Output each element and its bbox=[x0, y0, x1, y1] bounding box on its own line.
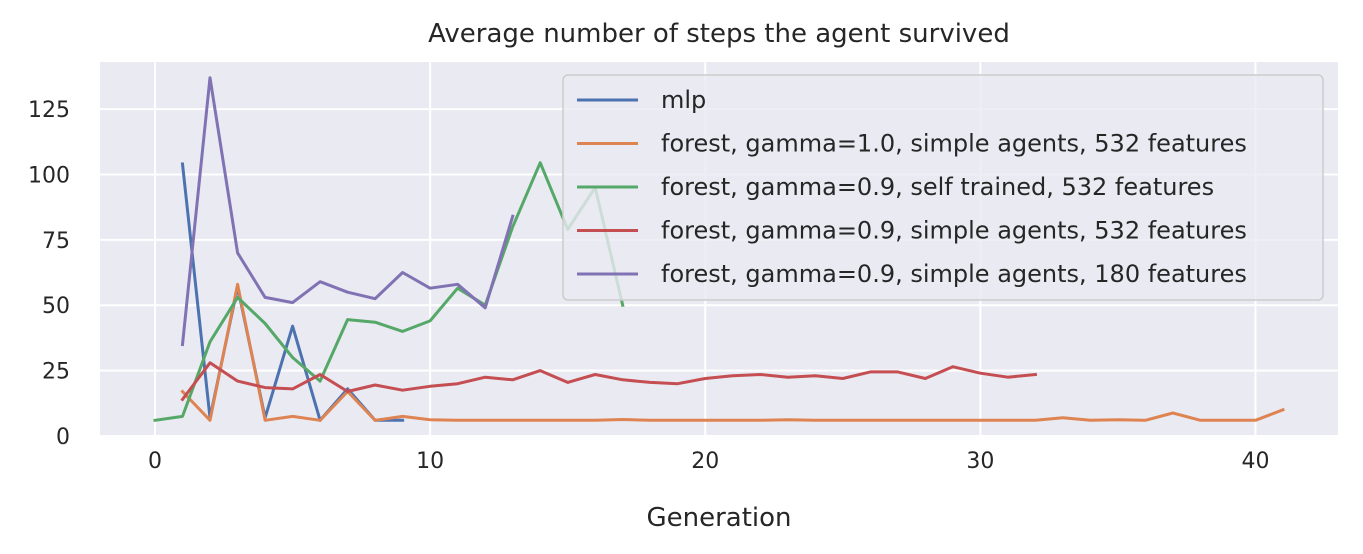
series-line-2 bbox=[180, 282, 1285, 422]
y-tick-labels: 0 25 50 75 100 125 bbox=[28, 98, 70, 450]
legend-label-1: mlp bbox=[661, 86, 706, 114]
legend-label-3: forest, gamma=0.9, self trained, 532 fea… bbox=[661, 173, 1214, 201]
legend: mlp forest, gamma=1.0, simple agents, 532… bbox=[562, 74, 1324, 301]
x-tick-label: 10 bbox=[416, 449, 444, 474]
legend-label-5: forest, gamma=0.9, simple agents, 180 fe… bbox=[661, 260, 1247, 288]
x-axis-label: Generation bbox=[646, 503, 791, 533]
x-tick-labels: 0 10 20 30 40 bbox=[148, 449, 1269, 474]
y-tick-label: 25 bbox=[42, 360, 70, 385]
y-tick-label: 100 bbox=[28, 163, 70, 188]
series-line-4 bbox=[180, 361, 1038, 402]
x-tick-label: 40 bbox=[1241, 449, 1269, 474]
y-tick-label: 125 bbox=[28, 98, 70, 123]
x-tick-label: 30 bbox=[966, 449, 994, 474]
x-tick-label: 0 bbox=[148, 449, 162, 474]
legend-label-4: forest, gamma=0.9, simple agents, 532 fe… bbox=[661, 217, 1247, 245]
y-tick-label: 0 bbox=[56, 425, 70, 450]
y-tick-label: 50 bbox=[42, 294, 70, 319]
series-line-3 bbox=[153, 161, 625, 422]
series-line-5 bbox=[180, 76, 515, 347]
y-tick-label: 75 bbox=[42, 229, 70, 254]
legend-box bbox=[562, 74, 1324, 301]
legend-label-2: forest, gamma=1.0, simple agents, 532 fe… bbox=[661, 130, 1247, 158]
x-tick-label: 20 bbox=[691, 449, 719, 474]
chart-title: Average number of steps the agent surviv… bbox=[428, 19, 1010, 49]
series-lines bbox=[153, 76, 1285, 422]
